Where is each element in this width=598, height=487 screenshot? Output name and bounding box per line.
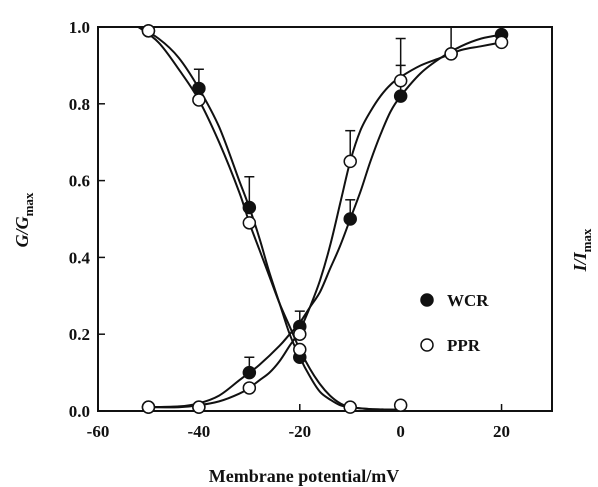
x-tick-label: 0 — [396, 422, 405, 441]
legend-label-ppr: PPR — [447, 336, 481, 355]
fit-curve-ppr-inactivation — [137, 26, 401, 411]
y-axis-title-left: G/Gmax — [12, 192, 36, 247]
x-tick-label: -40 — [188, 422, 211, 441]
data-point-ppr-activation — [494, 35, 509, 50]
error-bars — [193, 26, 507, 373]
data-point-wcr-inactivation — [242, 200, 257, 215]
legend-marker-wcr — [420, 293, 434, 307]
x-tick-label: -60 — [87, 422, 110, 441]
data-point-ppr-inactivation — [343, 400, 357, 414]
data-point-wcr-inactivation — [192, 81, 206, 96]
x-tick-label: 20 — [493, 422, 510, 441]
fit-curve-wcr-activation — [148, 33, 502, 409]
y-tick-label: 0.4 — [69, 248, 91, 267]
y-axis-title-right-main: I/I — [570, 251, 590, 272]
y-tick-label: 1.0 — [69, 18, 90, 37]
y-tick-label: 0.0 — [69, 402, 90, 421]
plot-frame — [97, 26, 553, 412]
legend: WCR PPR — [420, 291, 489, 355]
legend-marker-ppr — [420, 338, 434, 352]
data-point-ppr-activation — [242, 381, 257, 395]
data-point-ppr-activation — [293, 327, 307, 341]
fit-curve-ppr-activation — [148, 41, 502, 409]
y-axis-ticks: 0.0 0.2 0.4 0.6 0.8 1.0 — [69, 18, 105, 421]
y-axis-title-right-sub: max — [579, 228, 594, 252]
data-point-ppr-inactivation — [141, 24, 156, 38]
y-tick-label: 0.2 — [69, 325, 90, 344]
x-axis-ticks: -60 -40 -20 0 20 — [87, 404, 510, 441]
y-axis-title-right: I/Imax — [570, 228, 594, 272]
data-point-ppr-activation — [192, 400, 206, 414]
y-tick-label: 0.8 — [69, 95, 90, 114]
data-point-ppr-inactivation — [293, 342, 307, 357]
data-point-wcr-activation — [242, 365, 257, 380]
data-point-ppr-activation — [393, 74, 408, 88]
legend-label-wcr: WCR — [447, 291, 489, 310]
x-axis-title: Membrane potential/mV — [209, 466, 399, 486]
data-point-ppr-activation — [343, 154, 357, 169]
y-tick-label: 0.6 — [69, 172, 90, 191]
x-tick-label: -20 — [288, 422, 311, 441]
data-point-ppr-inactivation — [242, 216, 257, 230]
data-markers — [141, 24, 509, 414]
data-point-ppr-inactivation — [192, 93, 206, 107]
data-point-ppr-inactivation — [393, 398, 408, 412]
y-axis-title-left-main: G/G — [12, 216, 32, 247]
data-point-wcr-activation — [393, 89, 408, 103]
data-point-ppr-activation — [141, 400, 156, 414]
plot-frame-rect — [97, 26, 553, 412]
data-point-ppr-activation — [444, 47, 458, 61]
fit-curve-wcr-inactivation — [137, 26, 401, 411]
data-point-wcr-activation — [343, 212, 357, 226]
y-axis-title-left-sub: max — [21, 192, 36, 216]
